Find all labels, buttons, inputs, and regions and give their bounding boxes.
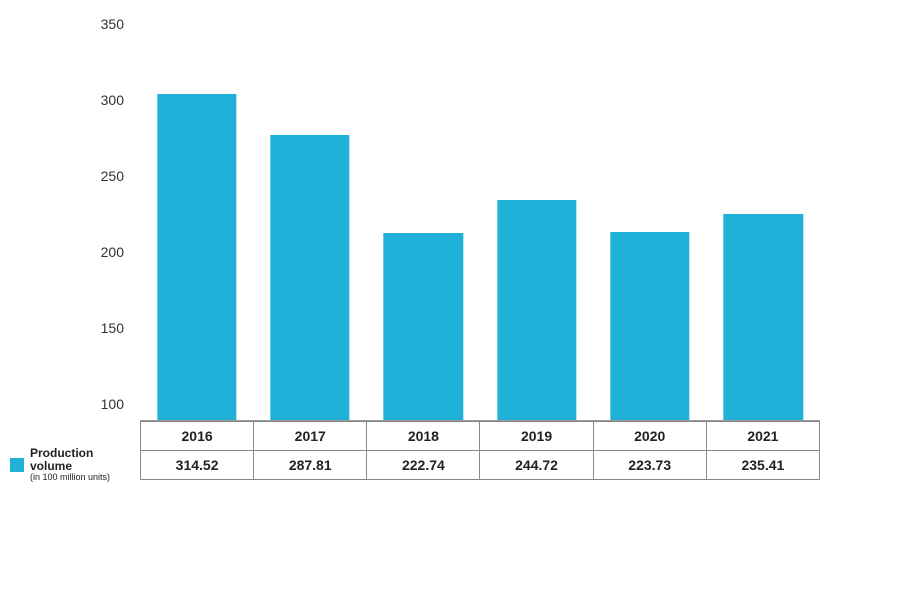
bar xyxy=(384,233,463,420)
bar xyxy=(497,200,576,420)
bar-slot xyxy=(707,40,820,420)
bar-slot xyxy=(367,40,480,420)
legend-label: Production volume (in 100 million units) xyxy=(30,447,138,483)
year-header: 2018 xyxy=(367,422,480,451)
y-axis-tick: 100 xyxy=(84,396,124,412)
year-header: 2019 xyxy=(480,422,593,451)
bar-slot xyxy=(140,40,253,420)
y-axis-tick: 250 xyxy=(84,168,124,184)
bar-slot xyxy=(253,40,366,420)
bar-slot xyxy=(593,40,706,420)
value-cell: 223.73 xyxy=(593,451,706,480)
y-axis-tick: 300 xyxy=(84,92,124,108)
year-header: 2020 xyxy=(593,422,706,451)
bar-slot xyxy=(480,40,593,420)
table-row: 201620172018201920202021 xyxy=(141,422,820,451)
bar xyxy=(157,94,236,420)
value-cell: 244.72 xyxy=(480,451,593,480)
y-axis-tick: 200 xyxy=(84,244,124,260)
production-bar-chart: 100150200250300350 Production volume (in… xyxy=(140,40,820,560)
data-table: 201620172018201920202021314.52287.81222.… xyxy=(140,421,820,480)
bars-container xyxy=(140,40,820,420)
plot-area: 100150200250300350 xyxy=(140,40,820,420)
y-axis-tick: 150 xyxy=(84,320,124,336)
legend-label-sub: (in 100 million units) xyxy=(30,473,138,483)
value-cell: 235.41 xyxy=(706,451,819,480)
legend-swatch-icon xyxy=(10,458,24,472)
value-cell: 314.52 xyxy=(141,451,254,480)
value-cell: 222.74 xyxy=(367,451,480,480)
legend-label-main: Production volume xyxy=(30,446,93,473)
value-cell: 287.81 xyxy=(254,451,367,480)
bar xyxy=(724,214,803,420)
year-header: 2017 xyxy=(254,422,367,451)
bar xyxy=(610,232,689,420)
legend: Production volume (in 100 million units) xyxy=(10,420,138,480)
year-header: 2021 xyxy=(706,422,819,451)
bar xyxy=(270,135,349,420)
data-table-outer: Production volume (in 100 million units)… xyxy=(140,420,820,480)
y-axis-tick: 350 xyxy=(84,16,124,32)
year-header: 2016 xyxy=(141,422,254,451)
data-table-wrap: 201620172018201920202021314.52287.81222.… xyxy=(140,420,820,480)
table-row: 314.52287.81222.74244.72223.73235.41 xyxy=(141,451,820,480)
